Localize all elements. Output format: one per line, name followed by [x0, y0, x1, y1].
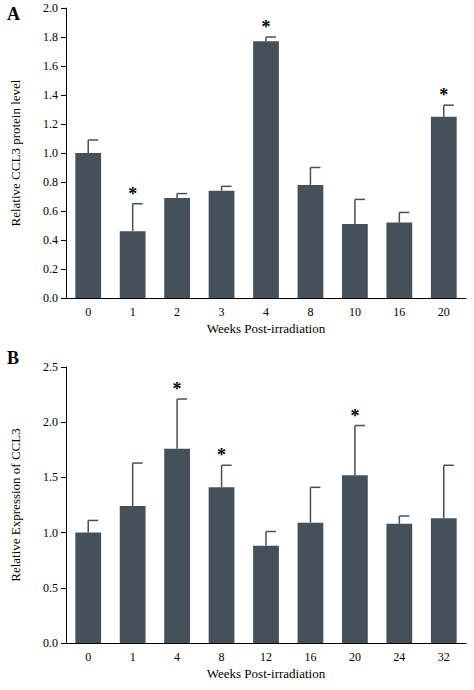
svg-text:1.0: 1.0	[43, 526, 58, 540]
svg-text:*: *	[262, 17, 271, 37]
svg-text:0.2: 0.2	[43, 262, 58, 276]
svg-text:1.0: 1.0	[43, 146, 58, 160]
svg-text:0.0: 0.0	[43, 291, 58, 305]
svg-text:Relative Expression of CCL3: Relative Expression of CCL3	[8, 428, 23, 581]
svg-text:0.8: 0.8	[43, 175, 58, 189]
svg-text:A: A	[7, 4, 20, 24]
svg-text:4: 4	[263, 305, 269, 319]
svg-text:Relative CCL3 protein level: Relative CCL3 protein level	[8, 79, 23, 226]
svg-text:2: 2	[174, 305, 180, 319]
svg-text:10: 10	[349, 305, 361, 319]
svg-text:1: 1	[130, 305, 136, 319]
svg-text:Weeks Post-irradiation: Weeks Post-irradiation	[207, 321, 326, 336]
svg-text:B: B	[7, 348, 19, 368]
svg-text:1.4: 1.4	[43, 88, 58, 102]
svg-text:32: 32	[438, 650, 450, 664]
svg-text:0: 0	[85, 650, 91, 664]
svg-text:12: 12	[260, 650, 272, 664]
svg-text:2.0: 2.0	[43, 1, 58, 15]
svg-text:1.6: 1.6	[43, 59, 58, 73]
svg-text:0.5: 0.5	[43, 581, 58, 595]
svg-text:20: 20	[438, 305, 450, 319]
svg-text:24: 24	[393, 650, 405, 664]
svg-text:2.0: 2.0	[43, 415, 58, 429]
svg-text:3: 3	[219, 305, 225, 319]
svg-text:8: 8	[219, 650, 225, 664]
svg-text:1.8: 1.8	[43, 30, 58, 44]
svg-text:0.4: 0.4	[43, 233, 58, 247]
svg-text:1.2: 1.2	[43, 117, 58, 131]
svg-text:2.5: 2.5	[43, 360, 58, 374]
svg-text:*: *	[173, 379, 182, 399]
svg-text:1: 1	[130, 650, 136, 664]
svg-text:4: 4	[174, 650, 180, 664]
svg-text:16: 16	[393, 305, 405, 319]
svg-text:*: *	[350, 406, 359, 426]
svg-text:0.6: 0.6	[43, 204, 58, 218]
svg-text:20: 20	[349, 650, 361, 664]
svg-text:0.0: 0.0	[43, 636, 58, 650]
svg-text:Weeks Post-irradiation: Weeks Post-irradiation	[207, 666, 326, 681]
svg-text:*: *	[439, 85, 448, 105]
svg-text:0: 0	[85, 305, 91, 319]
svg-text:1.5: 1.5	[43, 470, 58, 484]
svg-text:16: 16	[304, 650, 316, 664]
svg-text:*: *	[217, 445, 226, 465]
svg-text:*: *	[128, 184, 137, 204]
svg-text:8: 8	[307, 305, 313, 319]
